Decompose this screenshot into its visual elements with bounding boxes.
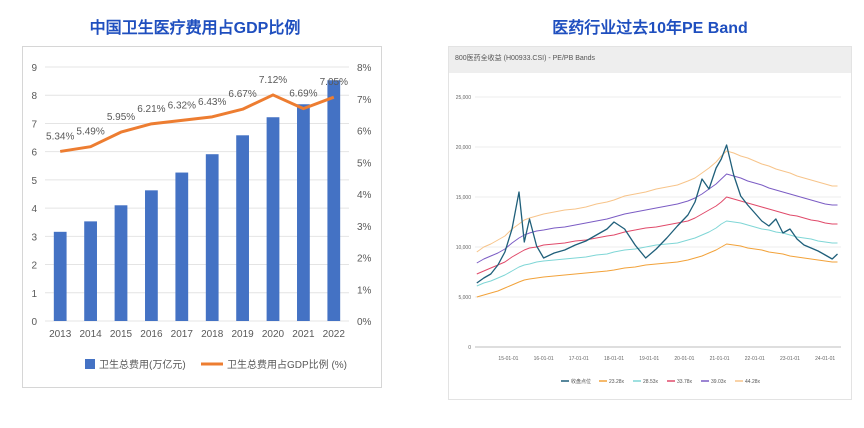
y-right-tick-label: 1% xyxy=(357,285,372,296)
legend-label: 23.28x xyxy=(609,379,625,385)
health-expenditure-svg: 0 1 2 3 4 5 6 7 8 9 0% 1% 2% 3% 4% 5% 6% 7% 8% 2013 2014 2015… xyxy=(31,63,372,371)
y-left-tick-label: 2 xyxy=(31,261,37,272)
x-tick-label: 23-01-01 xyxy=(780,356,800,362)
bar xyxy=(53,231,67,321)
x-tick-label: 2015 xyxy=(110,329,133,340)
y-right-tick-label: 7% xyxy=(357,95,372,106)
legend-label: 39.03x xyxy=(711,379,727,385)
y-left-tick-label: 6 xyxy=(31,148,37,159)
y-right-tick-label: 5% xyxy=(357,158,372,169)
bar xyxy=(145,190,158,321)
bar xyxy=(84,221,97,321)
y-right-tick-label: 2% xyxy=(357,254,372,265)
pe-band-line xyxy=(476,243,838,298)
pe-band-subtitle: 800医药全收益 (H00933.CSI) - PE/PB Bands xyxy=(455,55,596,62)
y-tick-label: 0 xyxy=(468,345,471,351)
x-tick-label: 2020 xyxy=(262,329,285,340)
bar xyxy=(327,80,341,321)
pe-band-line xyxy=(476,150,838,253)
y-left-tick-label: 5 xyxy=(31,176,37,187)
right-chart-title: 医药行业过去10年PE Band xyxy=(552,20,748,37)
data-label: 6.69% xyxy=(289,89,317,100)
x-tick-label: 2016 xyxy=(140,329,163,340)
x-tick-label: 22-01-01 xyxy=(745,356,765,362)
x-tick-label: 21-01-01 xyxy=(710,356,730,362)
close-line xyxy=(476,144,838,284)
left-chart-title: 中国卫生医疗费用占GDP比例 xyxy=(89,20,301,37)
x-tick-label: 24-01-01 xyxy=(815,356,835,362)
x-tick-label: 2021 xyxy=(292,329,315,340)
y-left-tick-label: 4 xyxy=(31,204,37,215)
bar xyxy=(205,154,219,321)
data-label: 5.95% xyxy=(107,112,135,123)
x-tick-label: 18-01-01 xyxy=(604,356,624,362)
pe-band-line xyxy=(476,220,838,287)
data-label: 7.05% xyxy=(320,77,348,88)
legend-label: 44.28x xyxy=(745,379,761,385)
health-expenditure-chart: 0 1 2 3 4 5 6 7 8 9 0% 1% 2% 3% 4% 5% 6% 7% 8% 2013 2014 2015… xyxy=(22,46,382,388)
pe-band-svg: 0 5,000 10,000 15,000 20,000 25,000 15-01-01 16… xyxy=(456,95,841,385)
y-tick-label: 5,000 xyxy=(458,295,471,301)
x-tick-label: 15-01-01 xyxy=(498,356,518,362)
data-label: 7.12% xyxy=(259,75,287,86)
x-tick-label: 19-01-01 xyxy=(639,356,659,362)
y-right-tick-label: 0% xyxy=(357,317,372,328)
legend-swatch-bar xyxy=(85,359,95,369)
y-tick-label: 15,000 xyxy=(456,195,472,201)
y-tick-label: 10,000 xyxy=(456,245,472,251)
x-tick-label: 17-01-01 xyxy=(569,356,589,362)
pe-band-header: 800医药全收益 (H00933.CSI) - PE/PB Bands xyxy=(449,47,851,73)
data-label: 5.34% xyxy=(46,131,74,142)
bar xyxy=(297,104,310,322)
legend-label: 33.78x xyxy=(677,379,693,385)
y-left-tick-label: 8 xyxy=(31,91,37,102)
pe-band-line xyxy=(476,196,838,275)
x-tick-label: 16-01-01 xyxy=(534,356,554,362)
y-left-tick-label: 9 xyxy=(31,63,37,74)
x-tick-label: 2014 xyxy=(79,329,102,340)
data-label: 6.43% xyxy=(198,97,226,108)
x-tick-label: 2022 xyxy=(323,329,346,340)
x-tick-label: 2018 xyxy=(201,329,224,340)
data-label: 6.67% xyxy=(228,89,256,100)
y-left-tick-label: 3 xyxy=(31,232,37,243)
legend-label: 收盘点位 xyxy=(571,378,591,385)
x-tick-label: 2017 xyxy=(171,329,194,340)
bar xyxy=(266,117,280,321)
y-left-tick-label: 7 xyxy=(31,119,37,130)
y-tick-label: 25,000 xyxy=(456,95,472,101)
pe-band-line xyxy=(476,173,838,264)
y-tick-label: 20,000 xyxy=(456,145,472,151)
bar xyxy=(175,172,189,321)
y-left-tick-label: 1 xyxy=(31,289,37,300)
bar xyxy=(236,135,249,321)
data-label: 6.21% xyxy=(137,104,165,115)
x-tick-label: 2019 xyxy=(231,329,254,340)
y-right-tick-label: 8% xyxy=(357,63,372,74)
y-right-tick-label: 3% xyxy=(357,222,372,233)
bar xyxy=(114,205,128,321)
x-tick-label: 2013 xyxy=(49,329,72,340)
legend-label-line: 卫生总费用占GDP比例 (%) xyxy=(227,358,347,371)
y-right-tick-label: 4% xyxy=(357,190,372,201)
x-tick-label: 20-01-01 xyxy=(674,356,694,362)
y-left-tick-label: 0 xyxy=(31,317,37,328)
legend-label: 28.53x xyxy=(643,379,659,385)
y-right-tick-label: 6% xyxy=(357,127,372,138)
ratio-line xyxy=(59,93,335,153)
data-label: 5.49% xyxy=(76,127,104,138)
pe-band-chart: 800医药全收益 (H00933.CSI) - PE/PB Bands 0 5,0… xyxy=(448,46,852,400)
legend-label-bar: 卫生总费用(万亿元) xyxy=(99,358,186,371)
data-label: 6.32% xyxy=(168,100,196,111)
